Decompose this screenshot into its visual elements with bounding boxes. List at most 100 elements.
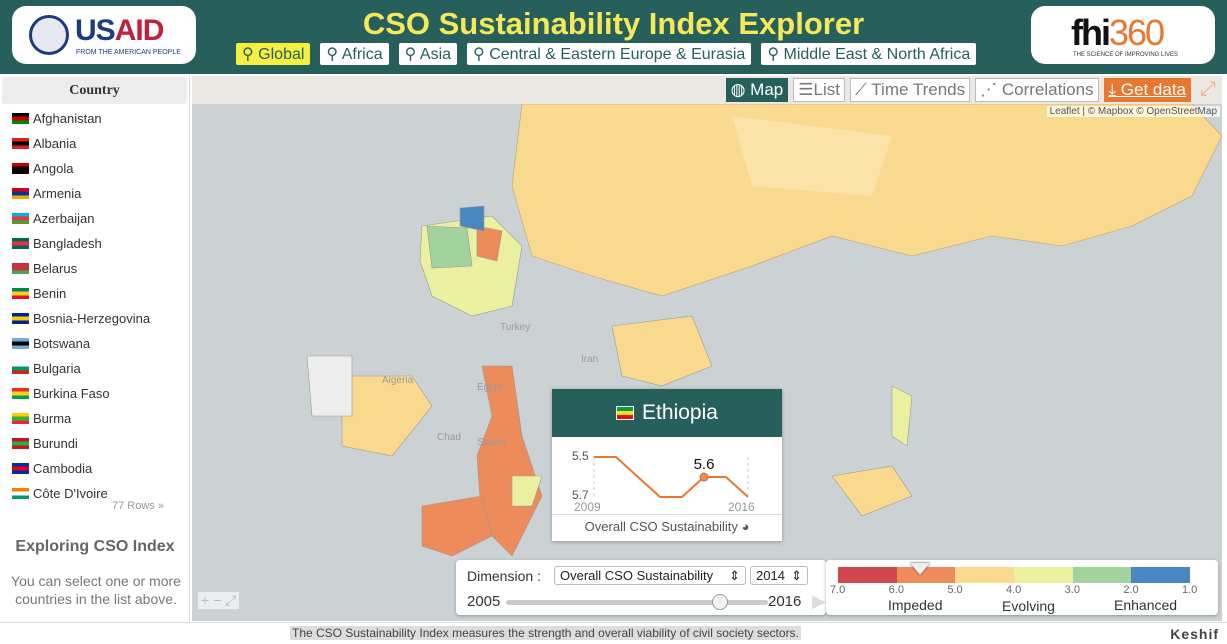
country-list-item[interactable]: Afghanistan	[0, 106, 188, 131]
country-list-header[interactable]: Country	[2, 77, 187, 104]
legend-enhanced: Enhanced	[1114, 597, 1178, 613]
region-europe-eurasia[interactable]: ⚲ Central & Eastern Europe & Eurasia	[467, 43, 752, 65]
slider-max-label: 2016	[768, 593, 802, 610]
country-list-item[interactable]: Angola	[0, 156, 188, 181]
country-name: Armenia	[33, 186, 82, 201]
rows-count[interactable]: 77 Rows »	[112, 500, 164, 512]
region-asia[interactable]: ⚲ Asia	[398, 43, 458, 65]
y-bottom-label: 5.7	[572, 488, 589, 502]
country-list[interactable]: Afghanistan Albania Angola Armenia Azerbaija…	[0, 106, 188, 506]
country-list-item[interactable]: Côte D'Ivoire	[0, 481, 188, 506]
map-shapes: Turkey Iran Algeria Chad Sudan Egypt	[306, 103, 1222, 557]
country-name: Burkina Faso	[33, 386, 110, 401]
map[interactable]: Turkey Iran Algeria Chad Sudan Egypt ◍ M…	[192, 76, 1222, 621]
region-global[interactable]: ⚲ Global	[236, 43, 311, 65]
map-view-button[interactable]: ◍ Map	[725, 78, 789, 102]
country-name: Botswana	[33, 336, 91, 351]
value-marker	[910, 563, 931, 575]
flag-icon	[12, 488, 29, 499]
legend-tick: 4.0	[1006, 584, 1022, 596]
flag-icon	[12, 113, 29, 124]
play-icon[interactable]: ▶	[812, 591, 826, 611]
flag-icon	[12, 138, 29, 149]
correlations-button[interactable]: ⋰ Correlations	[975, 78, 1099, 102]
country-list-item[interactable]: Bulgaria	[0, 356, 188, 381]
map-label-turkey: Turkey	[500, 322, 530, 333]
country-list-item[interactable]: Burma	[0, 406, 188, 431]
flag-icon	[12, 213, 29, 224]
list-icon: ☰	[798, 80, 814, 99]
country-list-item[interactable]: Armenia	[0, 181, 188, 206]
country-list-item[interactable]: Azerbaijan	[0, 206, 188, 231]
header: USAID FROM THE AMERICAN PEOPLE CSO Susta…	[0, 0, 1227, 74]
country-list-item[interactable]: Benin	[0, 281, 188, 306]
flag-icon	[12, 388, 29, 399]
ethiopia-flag-icon	[616, 406, 635, 420]
country-name: Burma	[33, 411, 72, 426]
tooltip-dimension: Overall CSO Sustainability	[584, 519, 738, 534]
sidebar: Country Afghanistan Albania Angola Armenia A…	[0, 76, 190, 622]
year-select[interactable]: 2014 ⇕	[750, 566, 808, 585]
usaid-tagline: FROM THE AMERICAN PEOPLE	[76, 49, 181, 56]
country-name: Bulgaria	[33, 361, 81, 376]
country-name: Benin	[33, 286, 67, 301]
dashboard-icon[interactable]: ◕	[741, 519, 750, 534]
legend-swatch	[955, 567, 1015, 583]
keshif-logo[interactable]: Keshif	[1170, 626, 1219, 642]
country-tooltip: Ethiopia 5.5 5.7 2009 2016 5.6 Overall C…	[552, 389, 782, 541]
country-list-item[interactable]: Albania	[0, 131, 188, 156]
sparkline-path	[594, 456, 749, 498]
get-data-button[interactable]: ⤓ Get data	[1103, 78, 1191, 102]
country-name: Angola	[33, 161, 74, 176]
country-list-item[interactable]: Bosnia-Herzegovina	[0, 306, 188, 331]
legend-swatch	[1014, 567, 1073, 583]
country-list-item[interactable]: Burundi	[0, 431, 188, 456]
usaid-logo[interactable]: USAID FROM THE AMERICAN PEOPLE	[12, 6, 196, 64]
country-name: Côte D'Ivoire	[33, 486, 108, 501]
footer: The CSO Sustainability Index measures th…	[0, 622, 1227, 644]
slider-min-label: 2005	[467, 593, 501, 610]
fhi360-logo[interactable]: fhi360 THE SCIENCE OF IMPROVING LIVES	[1031, 6, 1215, 64]
dimension-select[interactable]: Overall CSO Sustainability ⇕	[554, 566, 746, 585]
fullscreen-icon[interactable]: ⤢	[1200, 78, 1216, 100]
country-list-item[interactable]: Botswana	[0, 331, 188, 356]
flag-icon	[12, 238, 29, 249]
flag-icon	[12, 338, 29, 349]
country-list-item[interactable]: Belarus	[0, 256, 188, 281]
country-list-item[interactable]: Burkina Faso	[0, 381, 188, 406]
country-list-item[interactable]: Cambodia	[0, 456, 188, 481]
tooltip-country: Ethiopia	[642, 401, 718, 424]
map-attribution[interactable]: Leaflet | © Mapbox © OpenStreetMap	[1046, 106, 1220, 117]
country-name: Cambodia	[33, 461, 93, 476]
map-label-sudan: Sudan	[477, 437, 506, 448]
country-name: Burundi	[33, 436, 78, 451]
year-slider-thumb[interactable]	[712, 594, 729, 610]
year-slider-track[interactable]	[506, 600, 768, 605]
current-value-label: 5.6	[694, 456, 715, 473]
country-name: Albania	[33, 136, 77, 151]
footer-description: The CSO Sustainability Index measures th…	[290, 626, 801, 640]
globe-icon: ◍	[730, 80, 746, 99]
zoom-controls[interactable]: + − ⤢	[198, 592, 240, 609]
flag-icon	[12, 263, 29, 274]
legend-tick: 3.0	[1064, 584, 1080, 596]
legend-tick: 1.0	[1182, 584, 1198, 596]
page-title: CSO Sustainability Index Explorer	[362, 6, 865, 41]
tooltip-sparkline: 5.5 5.7 2009 2016 5.6	[572, 449, 755, 514]
flag-icon	[12, 188, 29, 199]
flag-icon	[12, 313, 29, 324]
legend-evolving: Evolving	[1002, 598, 1055, 614]
map-label-chad: Chad	[437, 432, 461, 443]
dimension-control: Dimension : Overall CSO Sustainability ⇕…	[456, 560, 826, 615]
country-list-item[interactable]: Bangladesh	[0, 231, 188, 256]
map-toolbar: ◍ Map ☰List ⟋ Time Trends ⋰ Correlations…	[192, 76, 1222, 104]
time-trends-button[interactable]: ⟋ Time Trends	[849, 78, 971, 102]
legend-tick: 7.0	[830, 584, 846, 596]
region-mena[interactable]: ⚲ Middle East & North Africa	[761, 43, 977, 65]
scatter-icon: ⋰	[980, 80, 998, 99]
map-label-algeria: Algeria	[382, 375, 414, 386]
list-view-button[interactable]: ☰List	[793, 78, 845, 102]
region-tabs: ⚲ Global ⚲ Africa ⚲ Asia ⚲ Central & Eas…	[236, 43, 977, 65]
region-africa[interactable]: ⚲ Africa	[320, 43, 389, 65]
country-name: Azerbaijan	[33, 211, 95, 226]
